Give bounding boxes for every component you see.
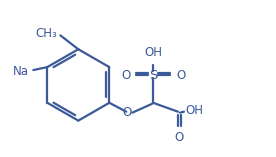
Text: S: S (149, 69, 157, 81)
Text: O: O (121, 69, 130, 81)
Text: OH: OH (144, 46, 162, 59)
Text: Na: Na (12, 65, 28, 78)
Text: O: O (176, 69, 185, 81)
Text: CH₃: CH₃ (36, 27, 57, 40)
Text: O: O (174, 130, 184, 143)
Text: OH: OH (185, 104, 203, 117)
Text: O: O (123, 106, 132, 119)
